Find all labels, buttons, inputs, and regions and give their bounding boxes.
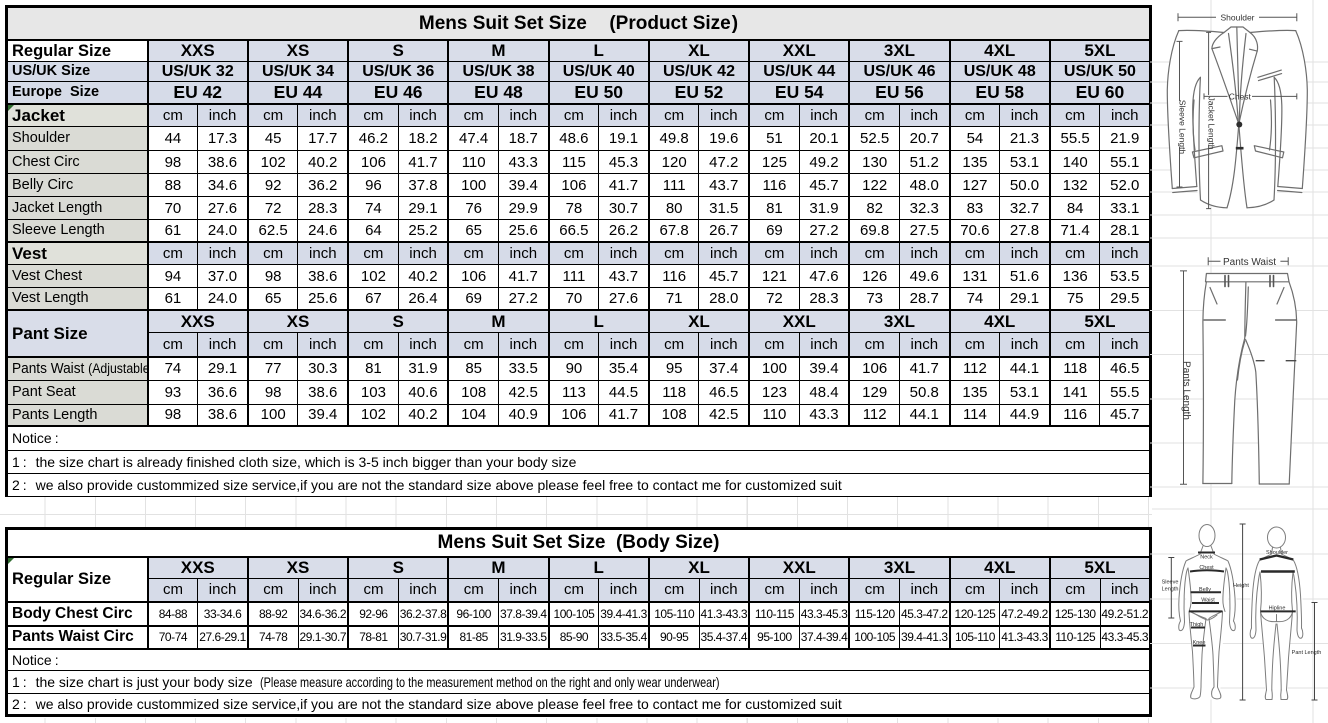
svg-text:Pants Length: Pants Length [1181, 361, 1192, 420]
svg-text:Knee: Knee [1193, 640, 1206, 646]
svg-text:Height: Height [1233, 583, 1249, 589]
svg-text:Pant Length: Pant Length [1292, 650, 1322, 656]
svg-text:Chest: Chest [1229, 91, 1252, 101]
svg-text:Thigh: Thigh [1190, 622, 1204, 628]
svg-text:Waist: Waist [1201, 598, 1215, 604]
svg-text:Shoulder: Shoulder [1266, 550, 1288, 556]
svg-text:Jacket Length: Jacket Length [1207, 97, 1217, 150]
svg-text:Chest: Chest [1199, 565, 1214, 571]
svg-text:Sleeve Length: Sleeve Length [1178, 100, 1188, 155]
svg-text:Pants Waist: Pants Waist [1223, 257, 1276, 268]
svg-text:Shoulder: Shoulder [1220, 13, 1254, 23]
svg-text:Sleeve: Sleeve [1162, 580, 1179, 586]
svg-text:Neck: Neck [1200, 555, 1213, 561]
svg-text:Hipline: Hipline [1269, 606, 1286, 612]
svg-text:Length: Length [1162, 587, 1179, 593]
svg-text:Belly: Belly [1199, 587, 1211, 593]
